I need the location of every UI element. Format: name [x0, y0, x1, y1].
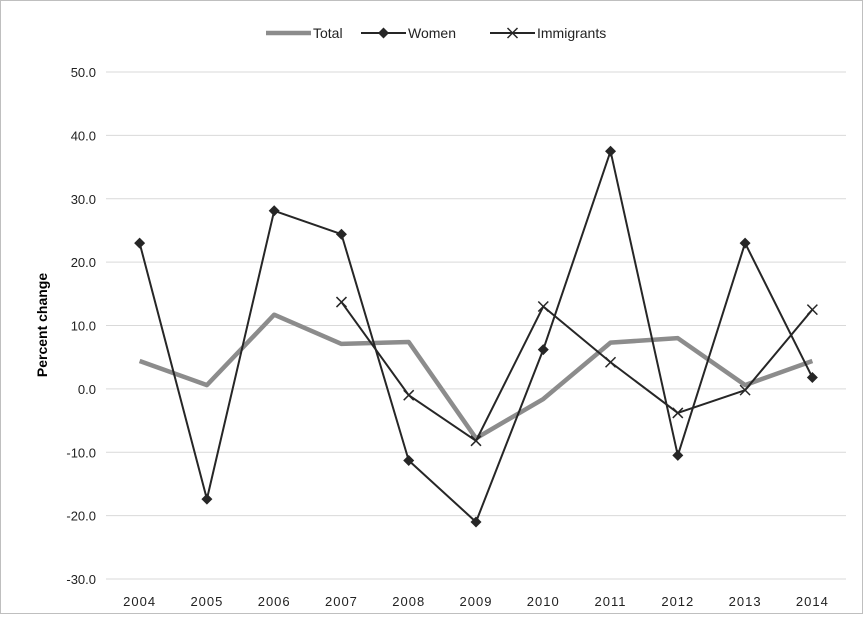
diamond-marker	[403, 454, 415, 466]
series-line	[138, 150, 814, 523]
x-marker	[403, 389, 415, 401]
y-tick-label: 0.0	[78, 382, 96, 397]
x-tick-label: 2004	[123, 594, 156, 609]
x-tick-labels: 2004 2005 2006 2007 2008 2009 2010 2011 2012 2013…	[123, 594, 829, 609]
x-marker	[470, 435, 482, 447]
y-tick-label: 20.0	[71, 255, 96, 270]
x-tick-label: 2008	[392, 594, 425, 609]
y-tick-label: -20.0	[66, 509, 96, 524]
diamond-marker	[672, 449, 684, 461]
legend-label: Total	[313, 25, 343, 41]
legend: Total Women Immigrants	[266, 25, 606, 41]
y-tick-labels: 50.0 40.0 30.0 20.0 10.0 0.0 -10.0 -20.0 -30.0	[66, 65, 96, 587]
x-marker	[739, 384, 751, 396]
diamond-marker	[470, 516, 482, 528]
series-immigrants	[335, 296, 818, 447]
x-marker	[537, 300, 549, 313]
legend-item-women: Women	[361, 25, 456, 41]
diamond-marker	[537, 344, 549, 356]
y-tick-label: -10.0	[66, 445, 96, 460]
gridlines	[106, 71, 846, 580]
x-marker	[806, 304, 818, 316]
y-tick-label: 30.0	[71, 192, 96, 207]
diamond-marker	[335, 228, 347, 240]
x-tick-label: 2013	[729, 594, 762, 609]
series-layer	[134, 145, 818, 528]
series-women	[134, 145, 818, 528]
x-tick-label: 2011	[595, 594, 627, 609]
x-marker	[506, 27, 519, 39]
y-tick-label: 50.0	[71, 65, 96, 80]
diamond-marker	[134, 237, 146, 249]
y-tick-label: -30.0	[66, 572, 96, 587]
x-tick-label: 2012	[661, 594, 694, 609]
legend-item-immigrants: Immigrants	[490, 25, 606, 41]
x-tick-label: 2010	[527, 594, 560, 609]
diamond-marker	[268, 205, 280, 217]
y-tick-label: 10.0	[71, 319, 96, 334]
x-marker	[335, 296, 347, 308]
diamond-marker	[739, 237, 751, 249]
y-axis-title: Percent change	[34, 273, 50, 377]
y-tick-label: 40.0	[71, 128, 96, 143]
x-marker	[605, 356, 617, 368]
diamond-marker	[806, 371, 818, 383]
diamond-marker	[605, 145, 617, 157]
x-marker	[672, 407, 684, 419]
x-tick-label: 2014	[796, 594, 829, 609]
x-tick-label: 2007	[325, 594, 358, 609]
legend-item-total: Total	[266, 25, 343, 41]
diamond-marker	[378, 27, 389, 39]
x-tick-label: 2009	[460, 594, 493, 609]
series-line	[340, 301, 814, 442]
diamond-marker	[201, 493, 213, 505]
legend-label: Immigrants	[537, 25, 606, 41]
x-tick-label: 2006	[258, 594, 291, 609]
series-line	[138, 312, 814, 441]
x-tick-label: 2005	[190, 594, 223, 609]
legend-label: Women	[408, 25, 456, 41]
series-total	[138, 312, 814, 441]
